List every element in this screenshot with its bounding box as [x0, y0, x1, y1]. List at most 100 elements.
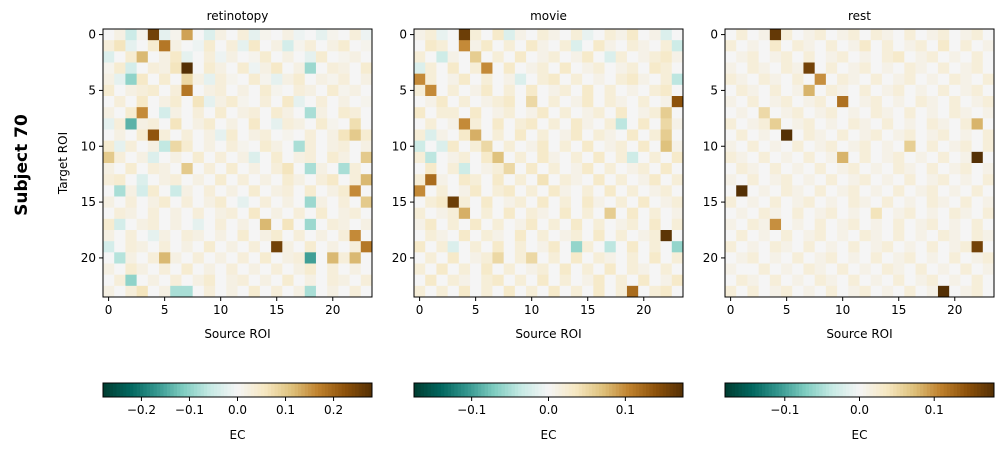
heatmap-cell [125, 107, 138, 119]
heatmap-cell [103, 207, 115, 220]
heatmap-cell [103, 84, 115, 97]
heatmap-cell [215, 252, 227, 264]
colorbar-segment [170, 383, 175, 397]
heatmap-cell [103, 73, 115, 86]
heatmap-cell [982, 73, 995, 86]
heatmap-cell [781, 252, 793, 264]
heatmap-cell [725, 51, 737, 63]
heatmap-cell [848, 118, 860, 130]
heatmap-cell [893, 151, 905, 164]
heatmap-cell [181, 196, 194, 209]
heatmap-cell [526, 118, 538, 130]
heatmap-cell [559, 263, 572, 276]
heatmap-cell [327, 84, 339, 97]
y-tick-label: 5 [88, 83, 96, 97]
heatmap-cell [604, 107, 617, 119]
heatmap-cell [338, 230, 350, 242]
heatmap-cell [492, 263, 505, 276]
heatmap-cell [837, 29, 849, 41]
colorbar-segment [467, 383, 472, 397]
heatmap-cell [559, 241, 572, 253]
heatmap-cell [215, 163, 227, 175]
heatmap-cell [582, 218, 594, 231]
heatmap-cell [327, 140, 339, 153]
heatmap-cell [881, 274, 894, 287]
heatmap-cell [226, 163, 238, 175]
heatmap-cell [271, 84, 283, 97]
heatmap-cell [915, 29, 928, 41]
heatmap-cell [470, 241, 482, 253]
heatmap-cell [259, 140, 272, 153]
heatmap-cell [747, 129, 760, 142]
heatmap-cell [349, 263, 362, 276]
colorbar-segment [535, 383, 539, 397]
heatmap-cell [159, 196, 171, 209]
heatmap-cell [960, 218, 972, 231]
heatmap-cell [125, 73, 138, 86]
colorbar-segment [518, 383, 522, 397]
heatmap-cell [604, 96, 617, 108]
colorbar-segment [444, 383, 449, 397]
heatmap-cell [147, 241, 160, 253]
heatmap-cell [792, 29, 804, 41]
heatmap-cell [136, 230, 149, 242]
heatmap-cell [315, 218, 328, 231]
heatmap-cell [781, 218, 793, 231]
heatmap-cell [870, 285, 883, 298]
colorbar-segment [883, 383, 887, 397]
heatmap-cell [559, 230, 572, 242]
heatmap-cell [736, 218, 748, 231]
heatmap-cell [769, 51, 782, 63]
colorbar-segment [605, 383, 610, 397]
heatmap-cell [926, 285, 939, 298]
colorbar-segment [899, 383, 904, 397]
heatmap-cell [638, 29, 650, 41]
heatmap-cell [671, 196, 684, 209]
heatmap-cell [282, 218, 294, 231]
heatmap-cell [825, 241, 838, 253]
heatmap-cell [758, 274, 771, 287]
heatmap-cell [349, 129, 362, 142]
heatmap-cell [203, 51, 216, 63]
colorbar-segment [348, 383, 353, 397]
heatmap-cell [671, 274, 684, 287]
heatmap-cell [904, 163, 916, 175]
heatmap-cell [570, 163, 583, 175]
colorbar-segment [619, 383, 623, 397]
heatmap-cell [147, 207, 160, 220]
colorbar-segment [341, 383, 346, 397]
colorbar-tick-label: 0.0 [539, 403, 558, 417]
heatmap-cell [125, 218, 138, 231]
heatmap-cell [971, 163, 984, 175]
heatmap-cell [470, 62, 482, 75]
heatmap-cell [747, 107, 760, 119]
heatmap-cell [192, 140, 205, 153]
heatmap-cell [215, 263, 227, 276]
heatmap-cell [649, 252, 661, 264]
heatmap-cell [881, 51, 894, 63]
colorbar-segment [514, 383, 519, 397]
heatmap-cell [103, 62, 115, 75]
heatmap-cell [293, 40, 306, 52]
heatmap-cell [982, 196, 995, 209]
panel-title: retinotopy [207, 9, 269, 23]
x-tick-label: 20 [636, 303, 651, 317]
heatmap-cell [125, 118, 138, 130]
colorbar-segment [679, 383, 684, 397]
heatmap-cell [769, 29, 782, 41]
heatmap-cell [837, 73, 849, 86]
heatmap-cell [926, 218, 939, 231]
heatmap-cell [226, 263, 238, 276]
heatmap-cell [725, 241, 737, 253]
heatmap-cell [282, 84, 294, 97]
heatmap-cell [781, 207, 793, 220]
heatmap-cell [582, 29, 594, 41]
heatmap-cell [248, 140, 261, 153]
heatmap-cell [671, 151, 684, 164]
heatmap-cell [769, 285, 782, 298]
heatmap-cell [915, 107, 928, 119]
heatmap-cell [859, 163, 872, 175]
heatmap-cell [271, 96, 283, 108]
heatmap-cell [147, 274, 160, 287]
heatmap-cell [436, 107, 449, 119]
